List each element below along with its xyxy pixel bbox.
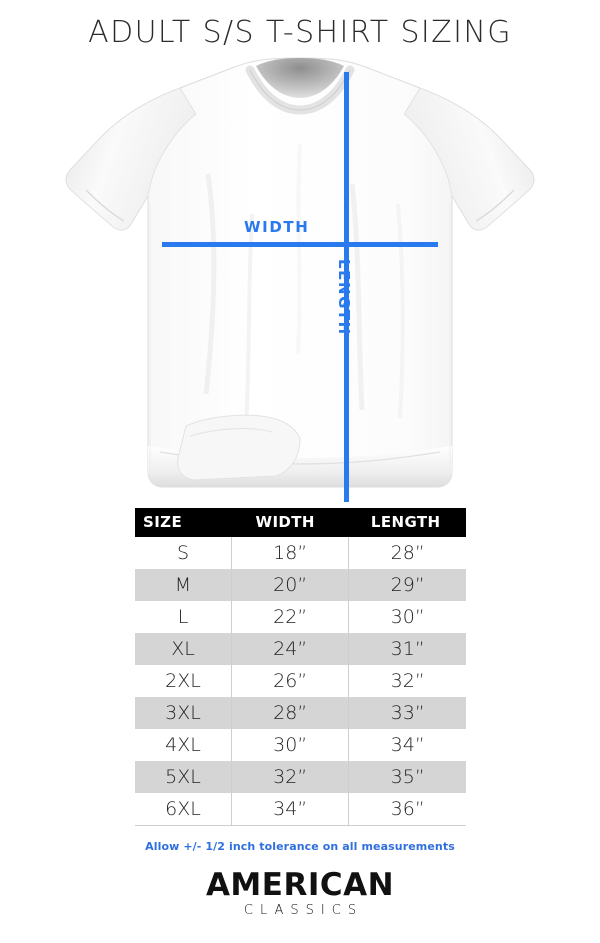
table-row: 3XL 28” 33” <box>135 697 466 729</box>
cell-width: 32” <box>231 761 350 793</box>
table-row: 6XL 34” 36” <box>135 793 466 826</box>
brand-name: AMERICAN <box>205 867 395 903</box>
cell-length: 29” <box>348 569 466 601</box>
cell-width: 24” <box>231 633 350 665</box>
size-chart-table: SIZE WIDTH LENGTH S 18” 28” M 20” 29” L … <box>135 508 466 826</box>
cell-size: L <box>135 601 232 633</box>
page-header: ADULT S/S T-SHIRT SIZING <box>0 0 600 50</box>
cell-size: 4XL <box>135 729 232 761</box>
cell-length: 28” <box>348 537 466 569</box>
table-row: 4XL 30” 34” <box>135 729 466 761</box>
table-body: S 18” 28” M 20” 29” L 22” 30” XL 24” 31”… <box>135 537 466 826</box>
cell-width: 26” <box>231 665 350 697</box>
table-row: L 22” 30” <box>135 601 466 633</box>
cell-size: XL <box>135 633 232 665</box>
tolerance-note: Allow +/- 1/2 inch tolerance on all meas… <box>145 840 455 853</box>
tshirt-photo-icon <box>65 57 535 488</box>
column-header-size: SIZE <box>135 508 232 537</box>
cell-width: 18” <box>231 537 350 569</box>
cell-length: 36” <box>348 793 466 826</box>
table-row: M 20” 29” <box>135 569 466 601</box>
cell-width: 30” <box>231 729 350 761</box>
table-row: 5XL 32” 35” <box>135 761 466 793</box>
cell-size: 2XL <box>135 665 232 697</box>
cell-width: 22” <box>231 601 350 633</box>
cell-size: S <box>135 537 232 569</box>
cell-length: 30” <box>348 601 466 633</box>
page-title: ADULT S/S T-SHIRT SIZING <box>88 15 512 50</box>
size-chart-table-wrapper: SIZE WIDTH LENGTH S 18” 28” M 20” 29” L … <box>135 508 466 826</box>
cell-length: 32” <box>348 665 466 697</box>
cell-size: M <box>135 569 232 601</box>
cell-width: 34” <box>231 793 350 826</box>
column-header-length: LENGTH <box>348 508 466 537</box>
brand-tagline: CLASSICS <box>243 903 364 918</box>
column-header-width: WIDTH <box>231 508 349 537</box>
cell-width: 20” <box>231 569 350 601</box>
cell-length: 31” <box>348 633 466 665</box>
cell-length: 35” <box>348 761 466 793</box>
brand-logo: AMERICAN CLASSICS <box>0 868 600 920</box>
cell-length: 33” <box>348 697 466 729</box>
table-header: SIZE WIDTH LENGTH <box>135 508 466 537</box>
table-row: S 18” 28” <box>135 537 466 569</box>
cell-size: 3XL <box>135 697 232 729</box>
tshirt-illustration: WIDTH LENGTH <box>0 54 600 502</box>
cell-size: 6XL <box>135 793 232 826</box>
table-row: 2XL 26” 32” <box>135 665 466 697</box>
cell-length: 34” <box>348 729 466 761</box>
table-header-row: SIZE WIDTH LENGTH <box>135 508 466 537</box>
cell-width: 28” <box>231 697 350 729</box>
table-row: XL 24” 31” <box>135 633 466 665</box>
cell-size: 5XL <box>135 761 232 793</box>
